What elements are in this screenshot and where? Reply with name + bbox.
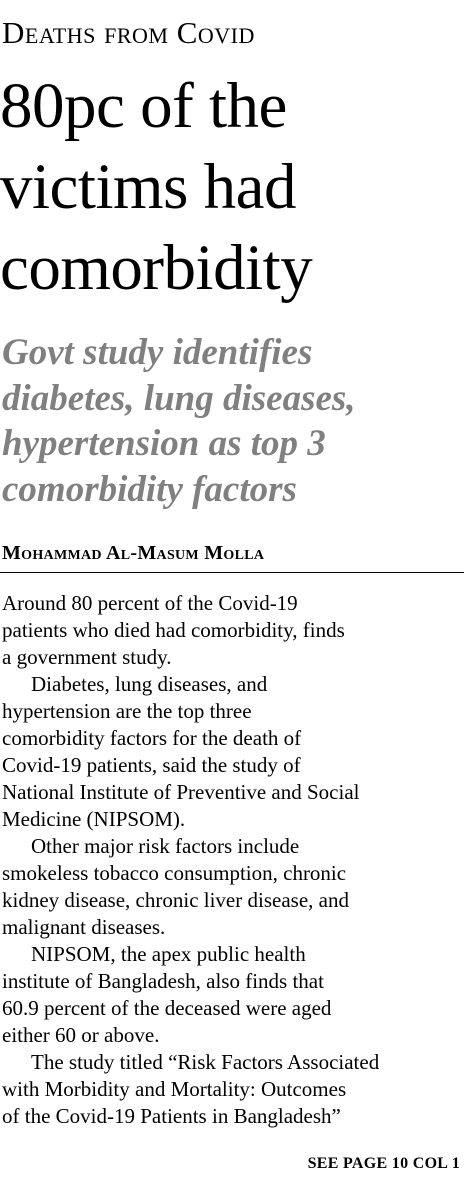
body-line: Around 80 percent of the Covid-19: [2, 591, 298, 615]
body-line: with Morbidity and Mortality: Outcomes: [2, 1077, 347, 1101]
subheadline-line: hypertension as top 3: [2, 423, 326, 464]
body-line: a government study.: [2, 645, 172, 669]
continued-on-page-link: SEE PAGE 10 COL 1: [307, 1155, 460, 1172]
article-body: Around 80 percent of the Covid-19 patien…: [2, 590, 464, 1130]
kicker: Deaths from Covid: [2, 15, 255, 50]
subheadline: Govt study identifies diabetes, lung dis…: [2, 330, 464, 512]
body-line: The study titled “Risk Factors Associate…: [31, 1050, 380, 1074]
body-paragraph: The study titled “Risk Factors Associate…: [2, 1049, 464, 1130]
body-line: National Institute of Preventive and Soc…: [2, 780, 360, 804]
body-line: hypertension are the top three: [2, 699, 252, 723]
headline-line: comorbidity: [0, 232, 313, 304]
byline: Mohammad Al-Masum Molla: [2, 542, 265, 564]
headline: 80pc of the victims had comorbidity: [0, 66, 464, 309]
body-line: 60.9 percent of the deceased were aged: [2, 996, 332, 1020]
body-line: of the Covid-19 Patients in Bangladesh”: [2, 1104, 341, 1128]
body-line: institute of Bangladesh, also finds that: [2, 969, 324, 993]
body-line: NIPSOM, the apex public health: [31, 942, 306, 966]
body-paragraph: Other major risk factors include smokele…: [2, 833, 464, 941]
body-paragraph: NIPSOM, the apex public health institute…: [2, 941, 464, 1049]
body-line: Covid-19 patients, said the study of: [2, 753, 301, 777]
body-paragraph: Diabetes, lung diseases, and hypertensio…: [2, 671, 464, 833]
headline-line: 80pc of the: [0, 70, 287, 142]
body-line: Other major risk factors include: [31, 834, 300, 858]
body-line: smokeless tobacco consumption, chronic: [2, 861, 347, 885]
byline-divider: [0, 572, 464, 573]
subheadline-line: diabetes, lung diseases,: [2, 377, 356, 419]
body-line: kidney disease, chronic liver disease, a…: [2, 888, 349, 912]
body-line: patients who died had comorbidity, finds: [2, 618, 345, 642]
headline-line: victims had: [0, 151, 296, 223]
body-line: comorbidity factors for the death of: [2, 726, 302, 750]
body-line: malignant diseases.: [2, 915, 166, 939]
body-line: Medicine (NIPSOM).: [2, 807, 186, 831]
body-line: either 60 or above.: [2, 1023, 160, 1047]
subheadline-line: comorbidity factors: [2, 468, 297, 510]
subheadline-line: Govt study identifies: [2, 332, 313, 373]
body-paragraph: Around 80 percent of the Covid-19 patien…: [2, 590, 464, 671]
body-line: Diabetes, lung diseases, and: [31, 672, 268, 696]
